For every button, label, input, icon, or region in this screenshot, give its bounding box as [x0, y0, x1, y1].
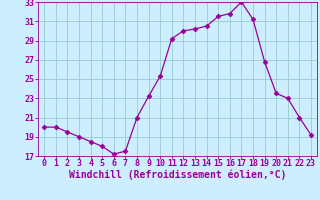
- X-axis label: Windchill (Refroidissement éolien,°C): Windchill (Refroidissement éolien,°C): [69, 169, 286, 180]
